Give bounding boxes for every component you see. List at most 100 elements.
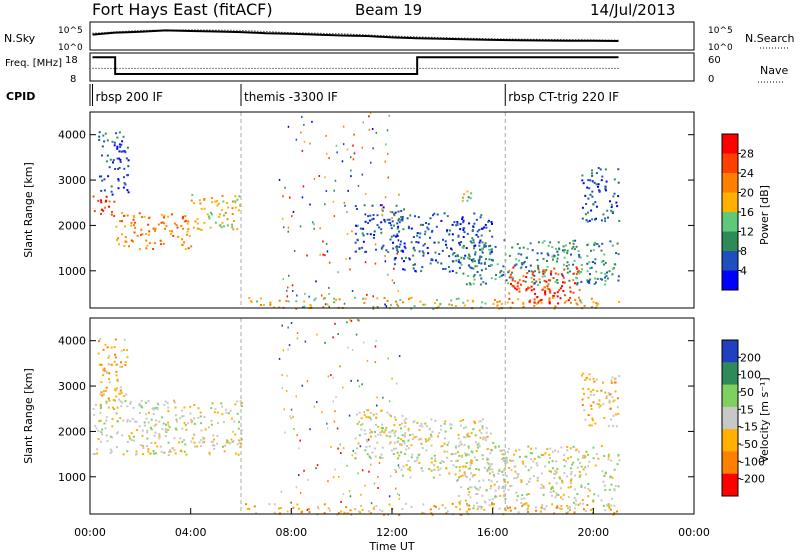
power-panel-cell bbox=[328, 261, 331, 264]
velocity-panel-cell bbox=[95, 427, 98, 430]
velocity-panel-cell bbox=[128, 435, 131, 438]
power-panel-cell bbox=[517, 298, 520, 301]
power-panel-cell bbox=[397, 239, 400, 242]
velocity-panel-cell bbox=[465, 510, 468, 513]
velocity-panel-cell bbox=[313, 405, 315, 408]
power-panel-cell bbox=[462, 221, 465, 224]
power-panel-cell bbox=[478, 258, 481, 261]
power-panel-cell bbox=[488, 258, 491, 261]
power-panel-cell bbox=[382, 206, 385, 209]
velocity-panel-cell bbox=[464, 474, 467, 477]
velocity-panel-cell bbox=[501, 458, 504, 460]
velocity-panel-cell bbox=[524, 465, 527, 468]
power-panel-cell bbox=[530, 289, 533, 292]
velocity-panel-cell bbox=[208, 451, 211, 454]
velocity-panel-cell bbox=[567, 457, 570, 460]
power-panel-cell bbox=[259, 297, 262, 300]
velocity-panel-cell bbox=[489, 487, 492, 490]
power-panel-cell bbox=[93, 210, 96, 213]
velocity-panel-cell bbox=[587, 495, 590, 498]
power-panel-cell bbox=[363, 301, 366, 304]
velocity-panel-cell bbox=[381, 429, 384, 432]
power-colorbar-label: Power [dB] bbox=[758, 185, 771, 245]
power-panel-cell bbox=[563, 294, 566, 297]
velocity-panel-cell bbox=[120, 361, 122, 364]
power-panel-cell bbox=[414, 263, 416, 266]
velocity-panel-colorbar-label-1: 100 bbox=[740, 369, 761, 382]
power-panel-cell bbox=[387, 251, 390, 254]
velocity-panel-cell bbox=[457, 494, 460, 497]
power-panel-cell bbox=[152, 227, 155, 230]
velocity-panel-cell bbox=[326, 427, 329, 430]
power-panel-cell bbox=[436, 299, 438, 302]
power-panel-cell bbox=[123, 182, 126, 185]
power-panel-colorbar-label-2: 20 bbox=[740, 187, 754, 200]
velocity-panel-cell bbox=[368, 470, 370, 473]
power-panel-cell bbox=[200, 229, 203, 232]
power-panel-cell bbox=[395, 300, 398, 303]
velocity-panel-cell bbox=[604, 489, 607, 492]
power-panel-cell bbox=[121, 140, 124, 143]
power-panel-cell bbox=[410, 307, 413, 310]
velocity-panel-cell bbox=[296, 337, 299, 340]
power-panel-cell bbox=[187, 220, 190, 223]
velocity-panel-cell bbox=[212, 444, 215, 447]
velocity-panel-cell bbox=[381, 510, 384, 513]
power-panel-cell bbox=[376, 297, 379, 300]
power-panel-cell bbox=[359, 227, 362, 230]
velocity-panel-cell bbox=[96, 448, 99, 451]
velocity-panel-cell bbox=[384, 429, 387, 432]
power-panel-cell bbox=[353, 296, 356, 299]
power-panel-cell bbox=[381, 246, 384, 249]
power-panel-cell bbox=[141, 233, 144, 236]
power-panel-cell bbox=[391, 217, 393, 220]
velocity-panel-cell bbox=[216, 442, 219, 445]
power-panel-cell bbox=[441, 249, 444, 252]
velocity-panel-cell bbox=[372, 413, 375, 416]
power-panel-cell bbox=[396, 252, 398, 255]
power-panel-cell bbox=[98, 138, 101, 141]
power-panel-cell bbox=[617, 275, 620, 278]
power-panel-cell bbox=[256, 300, 258, 303]
velocity-panel-cell bbox=[570, 479, 573, 482]
power-panel-cell bbox=[573, 259, 576, 262]
velocity-panel-cell bbox=[330, 374, 332, 377]
power-panel-cell bbox=[561, 274, 564, 277]
power-panel-cell bbox=[525, 276, 528, 278]
velocity-panel-cell bbox=[548, 453, 551, 456]
velocity-panel-cell bbox=[349, 509, 352, 512]
velocity-panel-cell bbox=[554, 470, 557, 473]
velocity-panel-cell bbox=[309, 428, 311, 431]
velocity-panel-cell bbox=[113, 408, 115, 410]
power-panel-cell bbox=[472, 275, 475, 278]
power-panel-cell bbox=[328, 305, 330, 308]
velocity-panel-cell bbox=[550, 487, 553, 489]
power-panel-cell bbox=[473, 222, 476, 225]
velocity-panel-cell bbox=[404, 435, 406, 438]
velocity-panel-cell bbox=[303, 469, 305, 472]
velocity-panel-cell bbox=[227, 412, 230, 415]
velocity-panel-cell bbox=[142, 453, 144, 456]
velocity-panel-cell bbox=[156, 402, 159, 405]
velocity-panel-cell bbox=[394, 447, 397, 450]
power-panel-cell bbox=[173, 222, 176, 225]
power-panel-cell bbox=[422, 244, 425, 247]
power-panel-cell bbox=[446, 229, 449, 232]
power-panel-cell bbox=[100, 199, 102, 202]
velocity-panel-ytick-label-0: 1000 bbox=[58, 471, 86, 484]
power-panel-cell bbox=[518, 279, 521, 281]
power-panel-cell bbox=[594, 277, 597, 280]
power-panel-cell bbox=[363, 204, 366, 207]
velocity-panel-cell bbox=[352, 449, 354, 452]
power-panel-cell bbox=[422, 252, 425, 255]
velocity-panel-cell bbox=[152, 450, 155, 453]
velocity-panel-cell bbox=[441, 504, 444, 507]
velocity-panel-cell bbox=[418, 461, 421, 464]
velocity-panel-cell bbox=[466, 453, 468, 456]
power-panel-cell bbox=[473, 260, 476, 263]
power-panel-cell bbox=[364, 192, 367, 195]
power-panel-cell bbox=[598, 245, 601, 248]
velocity-panel-cell bbox=[569, 456, 572, 459]
velocity-panel-cell bbox=[156, 445, 159, 448]
power-panel-cell bbox=[130, 221, 133, 224]
